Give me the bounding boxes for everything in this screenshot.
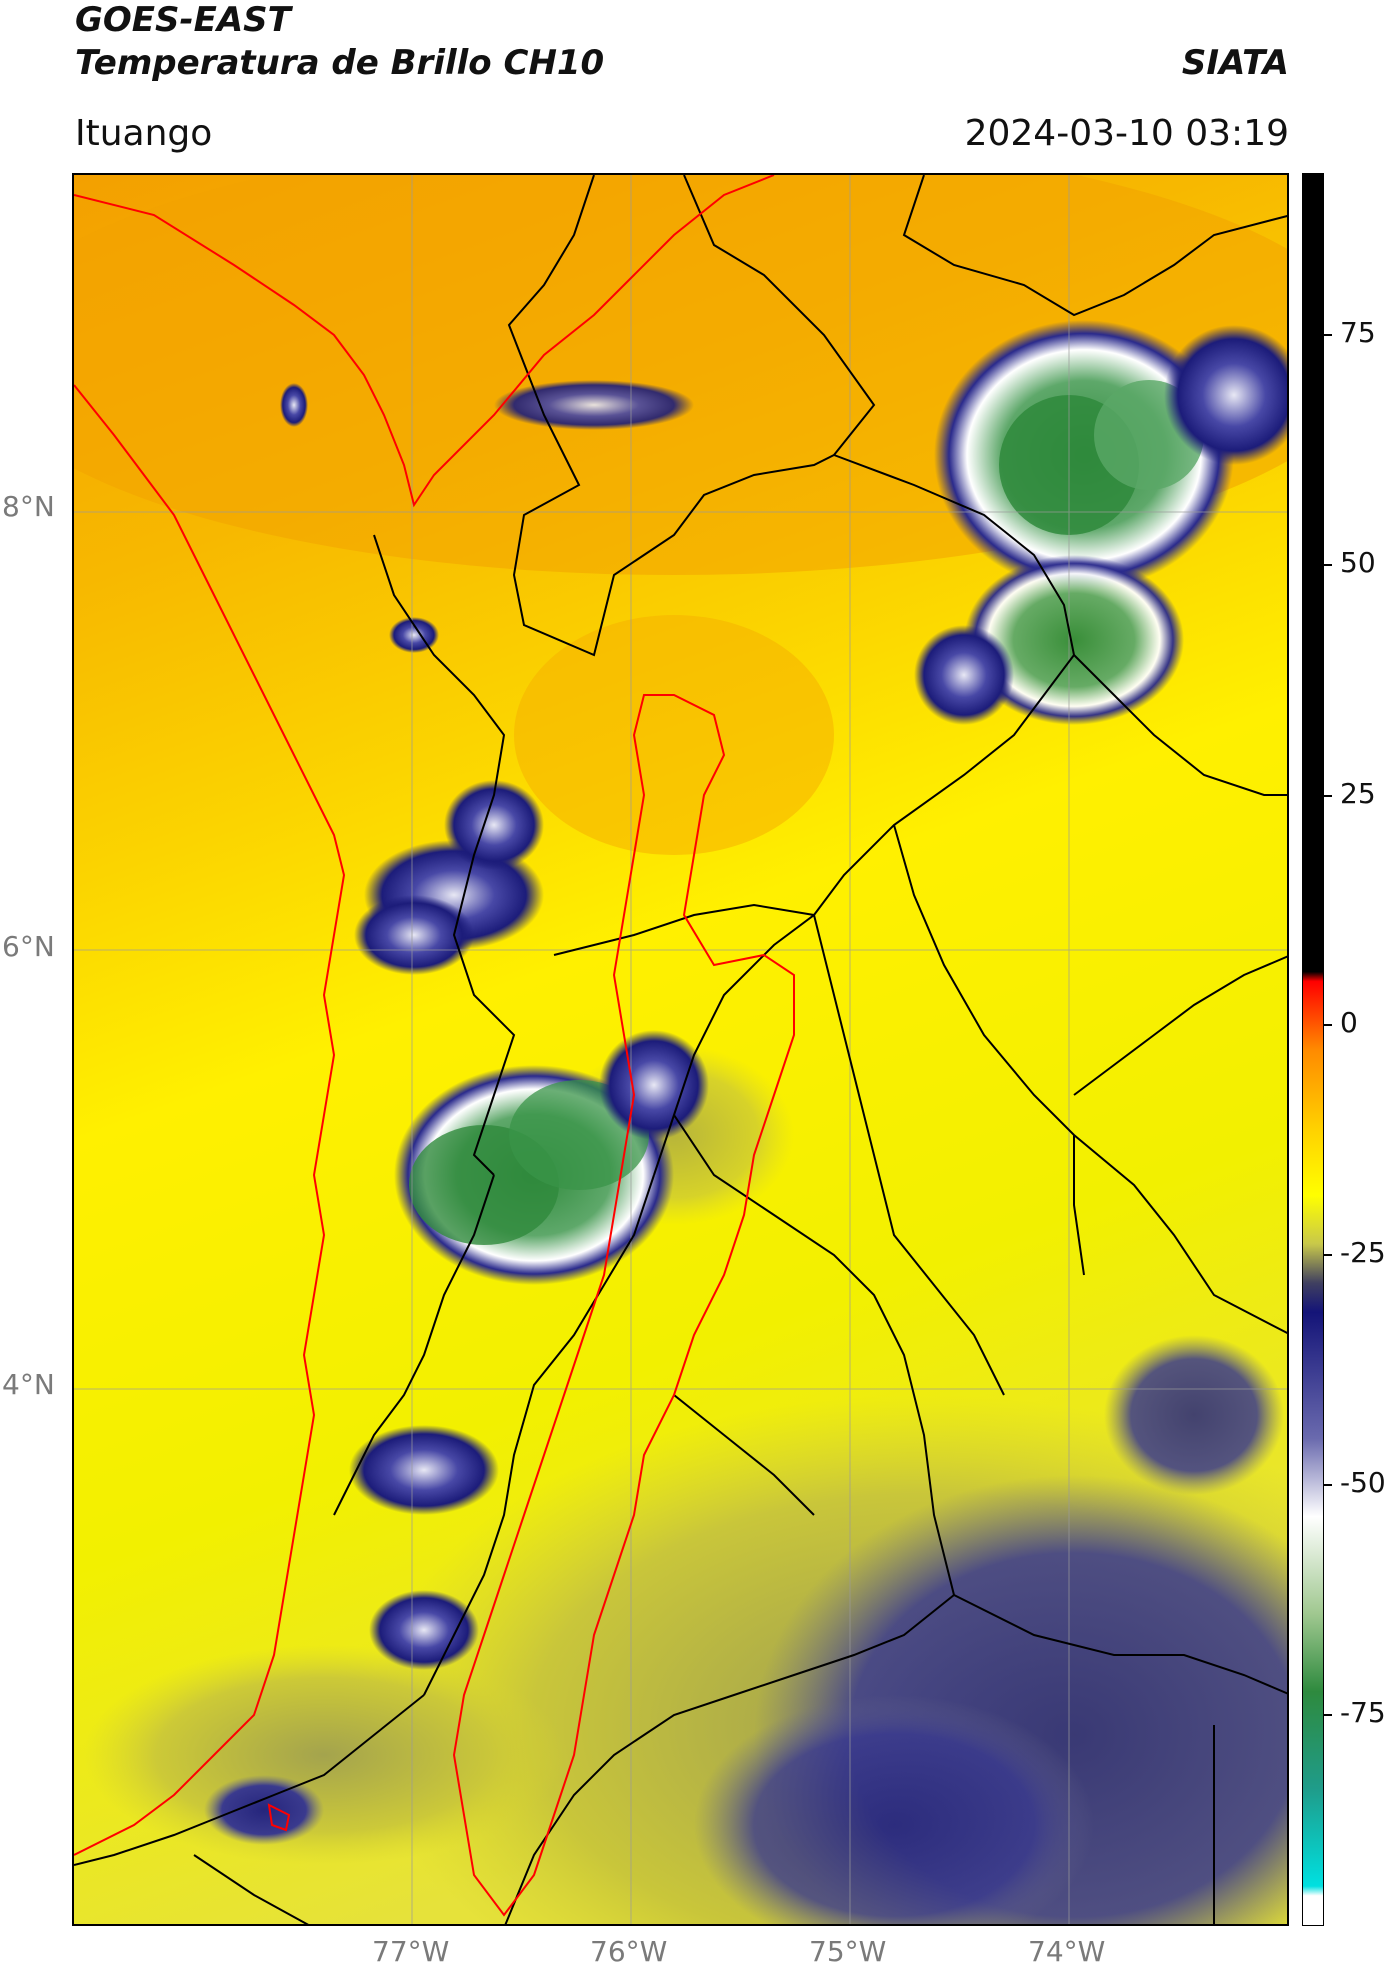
region-label: Ituango xyxy=(75,113,213,154)
lat-label-8n: 8°N xyxy=(2,490,55,523)
cold-cloud-area xyxy=(204,1775,324,1845)
colorbar xyxy=(1302,173,1324,1926)
warm-area xyxy=(514,615,834,855)
colorbar-tick-label: 50 xyxy=(1340,546,1376,579)
colorbar-tick xyxy=(1324,334,1332,336)
lat-label-6n: 6°N xyxy=(2,930,55,963)
lon-label-76w: 76°W xyxy=(590,1935,668,1968)
colorbar-tick-label: 75 xyxy=(1340,316,1376,349)
colorbar-tick-label: 0 xyxy=(1340,1006,1358,1039)
blue-cloud xyxy=(369,1590,479,1670)
colorbar-tick xyxy=(1324,795,1332,797)
red-boundaries xyxy=(74,175,795,1917)
map-panel xyxy=(72,173,1289,1926)
blue-cloud xyxy=(494,380,694,430)
product-title: Temperatura de Brillo CH10 xyxy=(75,43,605,83)
colorbar-tick xyxy=(1324,1024,1332,1026)
datetime-label: 2024-03-10 03:19 xyxy=(964,113,1289,154)
haze-area xyxy=(84,1645,564,1865)
lon-label-74w: 74°W xyxy=(1028,1935,1106,1968)
blue-cloud xyxy=(1164,325,1287,465)
colorbar-tick xyxy=(1324,1254,1332,1256)
cold-cloud-area xyxy=(1104,1335,1284,1495)
blue-cloud xyxy=(349,1425,499,1515)
map-canvas xyxy=(74,175,1287,1924)
storm-cloud xyxy=(964,555,1184,725)
colorbar-tick xyxy=(1324,1484,1332,1486)
admin-borders xyxy=(74,175,1287,1924)
blue-cloud xyxy=(389,617,439,653)
blue-cloud xyxy=(914,625,1014,725)
lat-label-4n: 4°N xyxy=(2,1368,55,1401)
blue-cloud xyxy=(354,895,474,975)
blue-cloud xyxy=(599,1030,709,1140)
blue-cloud xyxy=(444,780,544,870)
lon-label-75w: 75°W xyxy=(809,1935,887,1968)
colorbar-tick-label: 25 xyxy=(1340,777,1376,810)
colorbar-tick xyxy=(1324,1714,1332,1716)
colorbar-tick-label: -50 xyxy=(1340,1466,1384,1499)
blue-cloud xyxy=(280,383,308,427)
graticule xyxy=(74,175,1287,1924)
organization-label: SIATA xyxy=(1181,43,1289,83)
colorbar-tick-label: -75 xyxy=(1340,1696,1384,1729)
colorbar-tick-label: -25 xyxy=(1340,1236,1384,1269)
colorbar-tick xyxy=(1324,564,1332,566)
cold-cloud-area xyxy=(694,1695,1094,1924)
lon-label-77w: 77°W xyxy=(372,1935,450,1968)
satellite-title: GOES-EAST xyxy=(75,0,291,40)
